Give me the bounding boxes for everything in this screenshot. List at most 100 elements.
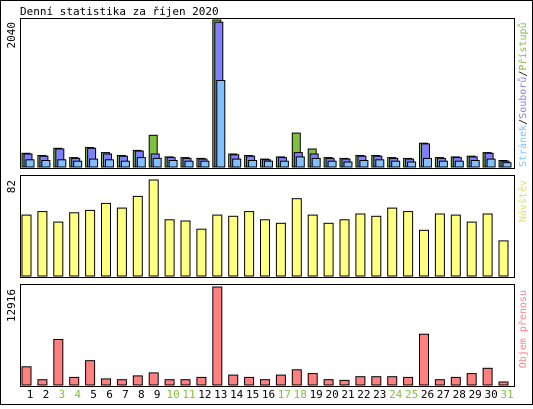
bar-visits-3 bbox=[53, 221, 64, 277]
bar-pages-14 bbox=[232, 158, 242, 168]
x-tick-label-21: 21 bbox=[341, 388, 354, 401]
x-tick-label-12: 12 bbox=[198, 388, 211, 401]
bar-pages-4 bbox=[73, 160, 83, 168]
bar-kbytes-17 bbox=[275, 374, 286, 386]
bar-pages-20 bbox=[327, 160, 337, 168]
legend-sep-1: / bbox=[518, 119, 529, 125]
panel-frame-hits bbox=[20, 18, 515, 169]
x-tick-label-23: 23 bbox=[373, 388, 386, 401]
bar-kbytes-29 bbox=[466, 373, 477, 386]
bar-pages-12 bbox=[200, 160, 210, 168]
bar-visits-7 bbox=[116, 207, 127, 277]
bar-kbytes-24 bbox=[387, 376, 398, 386]
bar-kbytes-15 bbox=[244, 376, 255, 386]
x-tick-label-18: 18 bbox=[294, 388, 307, 401]
bar-kbytes-9 bbox=[148, 372, 159, 386]
bar-pages-10 bbox=[168, 160, 178, 168]
bar-visits-17 bbox=[275, 222, 286, 277]
bar-visits-29 bbox=[466, 221, 477, 277]
y-max-label-visits: 82 bbox=[5, 180, 18, 193]
bar-visits-5 bbox=[85, 209, 96, 277]
bar-visits-19 bbox=[307, 214, 318, 277]
x-tick-label-16: 16 bbox=[262, 388, 275, 401]
bar-pages-15 bbox=[248, 160, 258, 168]
bar-kbytes-12 bbox=[196, 376, 207, 386]
bar-visits-22 bbox=[355, 213, 366, 277]
bar-visits-16 bbox=[260, 219, 270, 277]
bar-visits-8 bbox=[132, 195, 143, 277]
bar-pages-19 bbox=[311, 157, 321, 168]
legend-pages: Stránek bbox=[517, 125, 529, 167]
bar-kbytes-18 bbox=[291, 369, 302, 386]
x-tick-label-22: 22 bbox=[357, 388, 370, 401]
bar-kbytes-23 bbox=[371, 376, 382, 386]
bar-visits-15 bbox=[244, 211, 255, 277]
bar-visits-18 bbox=[291, 198, 302, 277]
legend-files: Souborů bbox=[517, 77, 529, 119]
bar-kbytes-26 bbox=[419, 333, 429, 386]
bar-visits-6 bbox=[101, 202, 111, 277]
x-tick-label-29: 29 bbox=[469, 388, 482, 401]
bar-visits-30 bbox=[482, 213, 493, 277]
bar-visits-11 bbox=[180, 220, 191, 277]
bar-visits-14 bbox=[228, 215, 239, 277]
bar-visits-31 bbox=[498, 240, 509, 277]
x-tick-label-6: 6 bbox=[106, 388, 113, 401]
x-tick-label-10: 10 bbox=[166, 388, 179, 401]
x-tick-label-19: 19 bbox=[310, 388, 323, 401]
bar-pages-22 bbox=[359, 160, 369, 168]
bar-kbytes-6 bbox=[101, 378, 111, 386]
bar-kbytes-11 bbox=[180, 379, 191, 386]
bar-pages-17 bbox=[279, 160, 289, 168]
bar-visits-4 bbox=[69, 212, 80, 277]
bar-pages-13 bbox=[216, 80, 226, 168]
bar-kbytes-19 bbox=[307, 373, 318, 386]
bar-kbytes-2 bbox=[37, 379, 48, 386]
x-tick-label-24: 24 bbox=[389, 388, 403, 401]
bar-pages-3 bbox=[57, 159, 67, 168]
bar-pages-6 bbox=[105, 159, 114, 168]
y-max-label-kbytes: 12916 bbox=[5, 289, 18, 322]
bar-kbytes-8 bbox=[132, 375, 143, 386]
x-tick-label-5: 5 bbox=[90, 388, 97, 401]
legend-hits: Přístupů bbox=[517, 22, 529, 70]
x-tick-label-2: 2 bbox=[43, 388, 50, 401]
legend-hits-files-pages: Stránek/Souborů/Přístupů bbox=[517, 22, 529, 167]
bar-kbytes-30 bbox=[482, 367, 493, 386]
bar-pages-11 bbox=[184, 160, 194, 168]
bar-pages-28 bbox=[454, 160, 464, 168]
bar-kbytes-16 bbox=[260, 379, 270, 386]
y-max-label-hits: 2040 bbox=[5, 22, 18, 49]
bar-visits-21 bbox=[339, 219, 350, 277]
bar-pages-8 bbox=[136, 157, 146, 168]
bar-visits-24 bbox=[387, 207, 398, 277]
bar-visits-23 bbox=[371, 215, 382, 277]
bar-kbytes-22 bbox=[355, 376, 366, 386]
bar-visits-13 bbox=[212, 214, 223, 277]
x-tick-label-3: 3 bbox=[58, 388, 65, 401]
x-tick-label-1: 1 bbox=[27, 388, 34, 401]
bar-kbytes-14 bbox=[228, 374, 239, 386]
bar-pages-21 bbox=[343, 161, 353, 168]
bar-visits-27 bbox=[434, 213, 445, 277]
bar-visits-2 bbox=[37, 211, 48, 277]
bar-kbytes-3 bbox=[53, 339, 64, 386]
bar-visits-9 bbox=[148, 179, 159, 277]
bar-pages-2 bbox=[41, 160, 51, 168]
legend-visits: Návštěv bbox=[517, 180, 529, 222]
bar-pages-5 bbox=[89, 158, 99, 168]
bar-pages-31 bbox=[502, 162, 512, 168]
bar-pages-25 bbox=[407, 161, 417, 168]
x-tick-label-28: 28 bbox=[453, 388, 466, 401]
x-tick-label-13: 13 bbox=[214, 388, 227, 401]
bar-pages-30 bbox=[486, 158, 496, 168]
legend-sep-2: / bbox=[518, 71, 529, 77]
x-tick-label-4: 4 bbox=[74, 388, 81, 401]
x-tick-label-26: 26 bbox=[421, 388, 434, 401]
legend-kbytes: Objem přenosu bbox=[517, 290, 529, 368]
x-tick-label-9: 9 bbox=[154, 388, 161, 401]
bar-kbytes-5 bbox=[85, 360, 96, 386]
bar-visits-25 bbox=[403, 211, 414, 277]
